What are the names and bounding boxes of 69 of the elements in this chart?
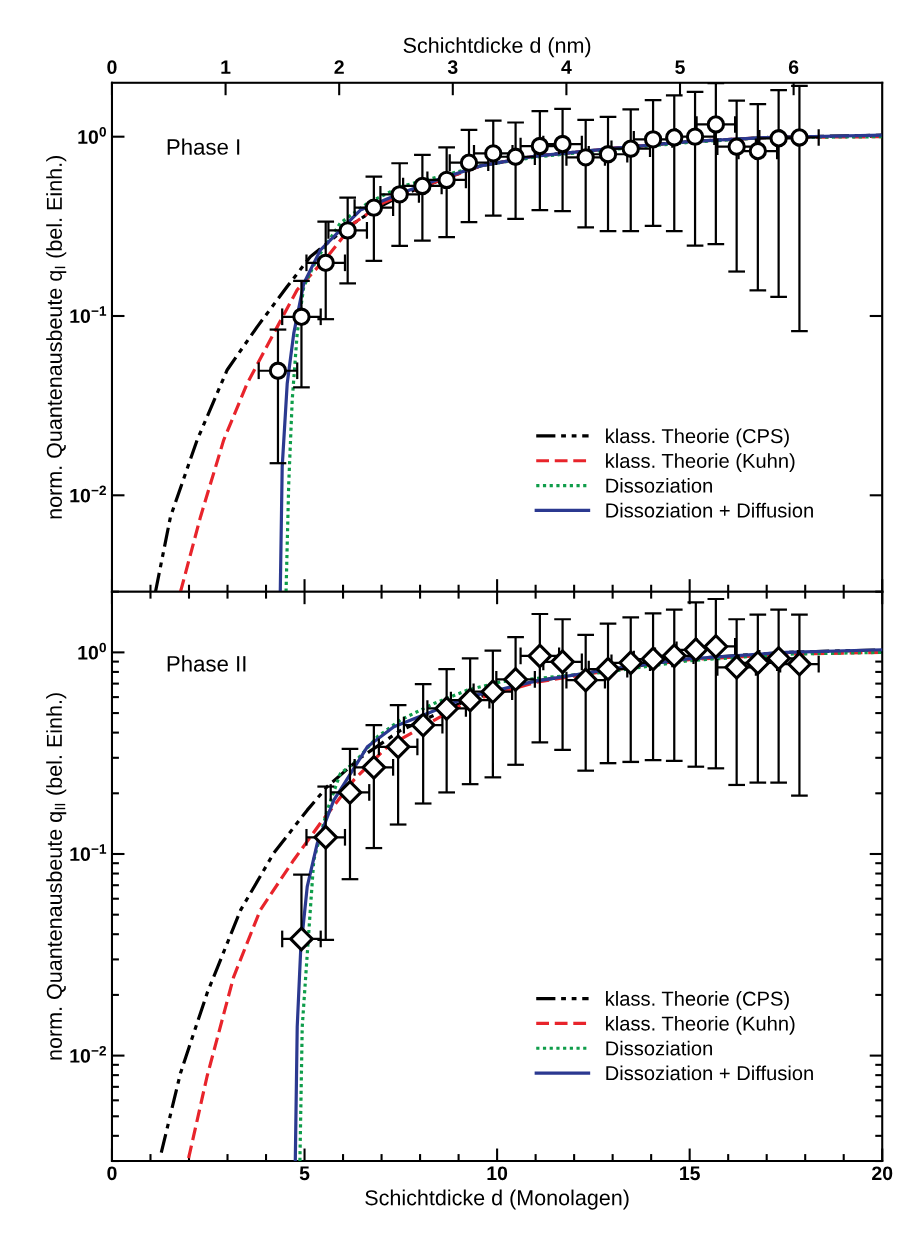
point	[313, 824, 339, 850]
y-tick-label: 10$^{−2}$	[70, 1045, 106, 1063]
y-axis-title: norm. Quantenausbeute q$_{I}$ (bel. Einh.)	[46, 156, 67, 519]
y-tick-label: 10$^{0}$	[78, 642, 106, 660]
point	[706, 115, 726, 134]
point	[727, 137, 746, 156]
point	[484, 144, 503, 163]
point	[621, 139, 640, 158]
point	[364, 198, 384, 217]
x-tick-label: 15	[680, 1166, 700, 1181]
x2-tick-label: 0	[107, 60, 117, 75]
point	[685, 127, 705, 146]
x-tick-label: 0	[107, 1166, 117, 1181]
point	[665, 128, 684, 147]
legend-label: Dissoziation + Diffusion	[606, 502, 813, 518]
x2-tick-label: 2	[334, 60, 344, 74]
point	[506, 147, 525, 166]
y-tick-label: 10$^{−2}$	[70, 485, 106, 503]
x2-tick-label: 6	[788, 60, 799, 75]
legend-label: Dissoziation	[606, 1040, 712, 1056]
point	[338, 221, 357, 240]
legend-label: klass. Theorie (Kuhn)	[606, 453, 795, 472]
point	[643, 130, 663, 149]
x-tick-label: 20	[872, 1166, 893, 1181]
point	[595, 656, 621, 682]
point	[530, 136, 550, 156]
point	[390, 185, 409, 204]
point	[769, 129, 788, 148]
x-axis-title: Schichtdicke d (Monolagen)	[365, 1189, 629, 1210]
point	[457, 687, 483, 713]
point	[316, 253, 335, 272]
legend-label: klass. Theorie (CPS)	[606, 991, 789, 1010]
point	[434, 696, 459, 721]
y-tick-label: 10$^{0}$	[78, 127, 106, 144]
y-tick-label: 10$^{−1}$	[70, 306, 107, 324]
point	[573, 667, 599, 693]
legend-label: Dissoziation + Diffusion	[606, 1065, 813, 1081]
annotation: Phase I	[167, 138, 240, 155]
x2-tick-label: 5	[675, 60, 685, 75]
point	[598, 145, 618, 164]
point	[268, 361, 288, 380]
x-tick-label: 5	[299, 1166, 310, 1181]
point	[480, 679, 506, 705]
legend-label: klass. Theorie (CPS)	[606, 428, 789, 448]
point	[337, 780, 363, 805]
point	[459, 153, 479, 172]
annotation: Phase II	[167, 655, 246, 672]
point	[385, 734, 411, 760]
legend-label: Dissoziation	[606, 478, 712, 493]
legend-label: klass. Theorie (Kuhn)	[606, 1015, 795, 1035]
point	[361, 755, 387, 780]
point	[790, 128, 809, 147]
point	[437, 170, 456, 190]
point	[413, 176, 432, 196]
point	[527, 643, 553, 669]
point	[292, 307, 311, 326]
point	[410, 712, 436, 738]
y-axis-title: norm. Quantenausbeute q$_{II}$ (bel. Einh.)	[46, 693, 67, 1060]
x2-tick-label: 3	[447, 60, 458, 75]
point	[289, 926, 314, 952]
point	[550, 649, 575, 675]
point	[553, 134, 572, 154]
point	[576, 148, 595, 167]
x2-tick-label: 4	[561, 60, 572, 74]
point	[503, 667, 528, 692]
x2-tick-label: 1	[221, 60, 231, 74]
x-tick-label: 10	[487, 1166, 508, 1181]
x2-axis-title: Schichtdicke d (nm)	[403, 37, 591, 58]
y-tick-label: 10$^{−1}$	[70, 844, 107, 862]
